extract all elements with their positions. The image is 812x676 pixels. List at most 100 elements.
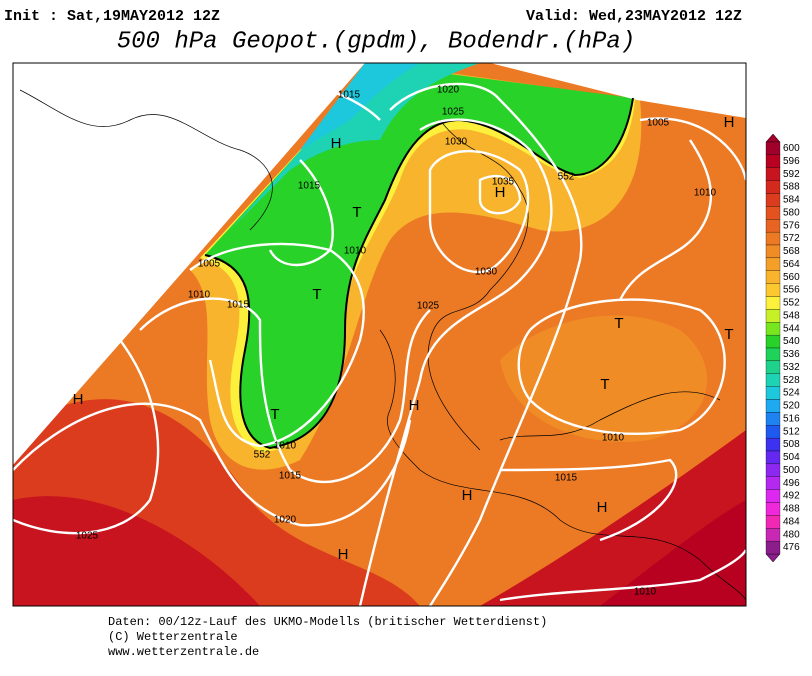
valid-time: Valid: Wed,23MAY2012 12Z	[526, 8, 742, 25]
legend-label: 512	[783, 426, 800, 437]
isobar-label: 1010	[634, 587, 657, 598]
legend-label: 528	[783, 375, 800, 386]
isobar	[618, 139, 713, 301]
isobar-label: 1010	[694, 188, 717, 199]
isobar-label: 1010	[274, 441, 297, 452]
legend-label: 596	[783, 156, 800, 167]
no-data	[13, 63, 365, 465]
isobar-label: 1025	[76, 531, 99, 542]
isobar-label: 1005	[647, 118, 670, 129]
legend-tip	[765, 133, 781, 143]
legend-label: 516	[783, 413, 800, 424]
map-title: 500 hPa Geopot.(gpdm), Bodendr.(hPa)	[117, 28, 635, 55]
legend-label: 592	[783, 169, 800, 180]
footer-line: www.wetterzentrale.de	[108, 645, 259, 659]
legend-label: 500	[783, 465, 800, 476]
legend-swatch	[765, 322, 781, 336]
map-area: 1015 1020 1025 1030 1035 552 1005 H H 1015 T H 1010 1…	[13, 63, 746, 606]
legend-swatch	[765, 309, 781, 323]
legend-swatch	[765, 270, 781, 284]
legend-label: 568	[783, 246, 800, 257]
legend-label: 560	[783, 272, 800, 283]
legend-label: 480	[783, 529, 800, 540]
legend-swatch	[765, 296, 781, 310]
legend-label: 548	[783, 310, 800, 321]
isobar	[299, 78, 381, 121]
legend-swatch	[765, 528, 781, 542]
isobar-label: 1015	[338, 90, 361, 101]
pressure-center: H	[462, 487, 473, 504]
legend-swatch	[765, 437, 781, 452]
legend-swatch	[765, 360, 781, 374]
legend-label: 588	[783, 182, 800, 193]
legend-swatch	[765, 193, 781, 207]
map-frame	[12, 62, 747, 607]
isobar-label: 1025	[417, 301, 440, 312]
field	[205, 63, 633, 448]
legend-swatch	[765, 515, 781, 529]
legend-swatch	[765, 502, 781, 516]
legend-swatch	[765, 283, 781, 297]
pressure-center: T	[270, 406, 279, 423]
pressure-center: H	[409, 397, 420, 414]
isobar	[639, 117, 746, 181]
legend-label: 584	[783, 195, 800, 206]
isobar	[499, 458, 678, 542]
field	[600, 500, 746, 606]
color-legend: 6005965925885845805765725685645605565525…	[765, 133, 800, 563]
legend-label: 580	[783, 207, 800, 218]
isobar-label: 1035	[492, 177, 515, 188]
isobar-label: 1015	[555, 473, 578, 484]
legend-swatch	[765, 425, 781, 439]
coastline	[19, 89, 273, 231]
field	[300, 63, 420, 150]
isobar-label: 552	[254, 450, 271, 461]
legend-label: 556	[783, 285, 800, 296]
legend-swatch	[765, 347, 781, 362]
coastline	[427, 119, 529, 451]
isobar-label: 1010	[188, 290, 211, 301]
no-data	[490, 63, 746, 118]
legend-swatch	[765, 450, 781, 465]
legend-swatch	[765, 540, 781, 555]
legend-swatch	[765, 231, 781, 246]
legend-label: 484	[783, 516, 800, 527]
legend-label: 576	[783, 220, 800, 231]
legend-label: 536	[783, 349, 800, 360]
legend-swatch	[765, 412, 781, 426]
pressure-center: T	[352, 204, 361, 221]
legend-label: 572	[783, 233, 800, 244]
isobars	[13, 78, 746, 606]
isobar-label: 1005	[198, 259, 221, 270]
isobar-label: 1030	[445, 137, 468, 148]
isobar-label: 1010	[344, 246, 367, 257]
legend-label: 520	[783, 401, 800, 412]
isobar	[189, 242, 365, 448]
legend-label: 544	[783, 323, 800, 334]
legend-tip	[765, 553, 781, 563]
footer-line: Daten: 00/12z-Lauf des UKMO-Modells (bri…	[108, 615, 547, 629]
legend-label: 508	[783, 439, 800, 450]
isobar	[13, 339, 160, 535]
field	[13, 496, 260, 606]
isobar-label: 1015	[279, 471, 302, 482]
legend-swatch	[765, 399, 781, 413]
pressure-center: T	[312, 286, 321, 303]
pressure-center: H	[495, 184, 506, 201]
legend-swatch	[765, 244, 781, 259]
legend-label: 564	[783, 259, 800, 270]
map-labels: 1015 1020 1025 1030 1035 552 1005 H H 1015 T H 1010 1…	[73, 85, 735, 598]
legend-label: 496	[783, 478, 800, 489]
isobar-label: 1025	[442, 107, 465, 118]
legend-swatch	[765, 476, 781, 490]
footer-line: (C) Wetterzentrale	[108, 630, 238, 644]
isobar	[478, 174, 522, 215]
legend-label: 552	[783, 298, 800, 309]
pressure-center: H	[338, 546, 349, 563]
legend-label: 476	[783, 542, 800, 553]
pressure-center: T	[724, 326, 733, 343]
isobar-label: 552	[558, 172, 575, 183]
legend-swatch	[765, 180, 781, 194]
